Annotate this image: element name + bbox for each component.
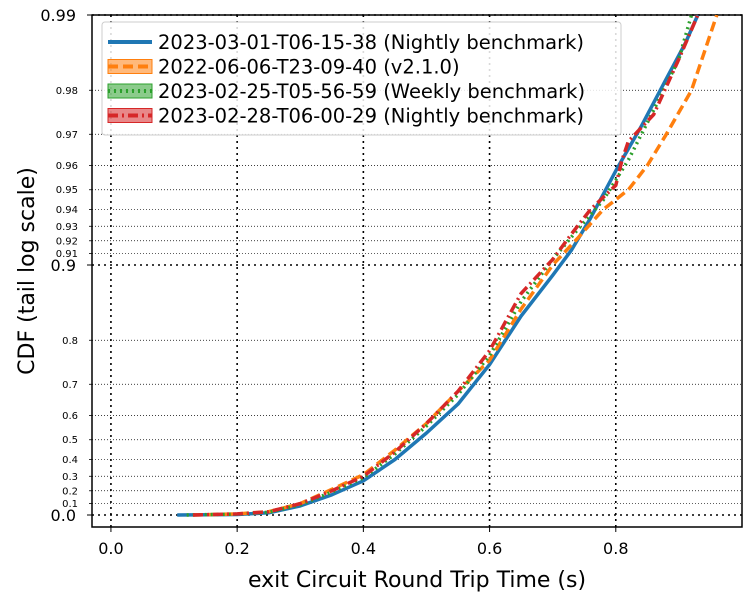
y-axis-label: CDF (tail log scale) [15,167,40,375]
y-minor-tick-label: 0.97 [56,130,78,141]
axes: 0.0 0.2 0.4 0.6 0.8 0.1 0.2 0.3 0.4 0.5 0.6 0.7 0.8 0… [40,6,628,558]
y-major-tick-label: 0.0 [51,506,76,525]
x-tick-label: 0.6 [477,539,502,558]
y-minor-tick-label: 0.95 [56,185,78,196]
y-minor-tick-label: 0.96 [56,161,78,172]
y-minor-tick-label: 0.6 [62,411,78,422]
x-tick-label: 0.4 [351,539,376,558]
series-line-4 [192,15,700,517]
y-minor-tick-label: 0.2 [62,486,78,497]
y-minor-tick-label: 0.7 [62,380,78,391]
legend-label: 2023-03-01-T06-15-38 (Nightly benchmark) [158,31,584,54]
grid [92,14,742,527]
y-minor-tick-label: 0.5 [62,435,78,446]
y-minor-tick-label: 0.93 [56,222,78,233]
legend-label: 2022-06-06-T23-09-40 (v2.1.0) [158,56,460,79]
legend-label: 2023-02-28-T06-00-29 (Nightly benchmark) [158,105,584,128]
y-minor-tick-label: 0.8 [62,336,78,347]
series-lines [177,15,719,517]
x-tick-label: 0.2 [224,539,249,558]
x-tick-label: 0.8 [603,539,628,558]
x-axis-label: exit Circuit Round Trip Time (s) [248,568,586,593]
y-major-tick-label: 0.99 [40,6,76,25]
legend-box [101,21,622,136]
y-minor-tick-label: 0.3 [62,472,78,483]
y-minor-tick-label: 0.4 [62,455,78,466]
y-minor-tick-label: 0.92 [56,236,78,247]
legend: 2023-03-01-T06-15-38 (Nightly benchmark)… [101,21,622,136]
y-minor-tick-label: 0.98 [56,86,78,97]
y-minor-tick-label: 0.1 [62,499,78,510]
x-tick-label: 0.0 [98,539,123,558]
y-minor-tick-label: 0.91 [56,249,78,260]
y-major-tick-label: 0.9 [51,256,76,275]
y-minor-tick-label: 0.94 [56,205,78,216]
legend-label: 2023-02-25-T05-56-59 (Weekly benchmark) [158,80,585,103]
